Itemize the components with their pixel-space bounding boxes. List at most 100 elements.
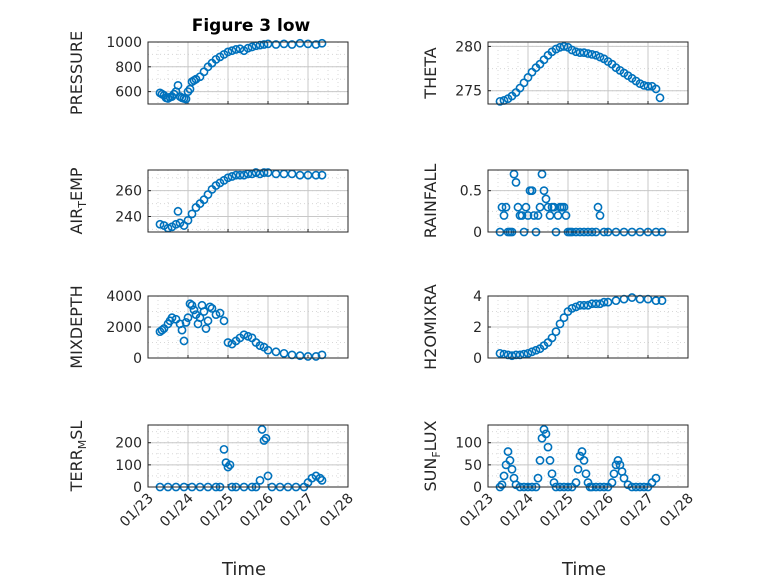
data-point (189, 305, 199, 315)
data-point (203, 316, 213, 326)
data-point (295, 351, 305, 361)
x-tick-label: 01/25 (537, 491, 577, 531)
axes-box (147, 424, 349, 488)
y-tick-label: 0 (133, 351, 142, 367)
data-point (263, 471, 273, 481)
data-point (655, 93, 665, 103)
y-axis-label: RAINFALL (421, 164, 440, 239)
data-point (533, 211, 543, 220)
subplot-sun-flux: 0 50 100 SUNFLUX 01/23 01/24 01/25 01/26 01/27 01… (421, 420, 697, 580)
data-point (287, 40, 297, 49)
data-point (651, 84, 661, 94)
data-point (527, 186, 537, 196)
y-tick-label: 0 (133, 480, 142, 496)
data-point (591, 299, 601, 309)
data-point (179, 336, 189, 346)
subplot-rainfall: 0 0.5 RAINFALL (421, 164, 689, 241)
data-point (223, 47, 233, 57)
data-point (167, 313, 177, 323)
data-point (317, 38, 327, 48)
data-point (219, 444, 229, 454)
y-tick-label: 0.5 (460, 184, 482, 200)
data-point (259, 436, 269, 445)
data-point (577, 447, 587, 456)
data-point (543, 202, 553, 212)
data-point (521, 202, 531, 212)
data-point (657, 296, 667, 306)
data-point (239, 170, 249, 180)
data-point (529, 211, 539, 220)
data-point (185, 299, 195, 309)
x-axis-label: Time (561, 559, 606, 580)
y-tick-label: 0 (473, 480, 482, 496)
y-tick-label: 2000 (106, 320, 142, 336)
data-point (607, 478, 617, 487)
data-point (187, 300, 197, 310)
data-point (497, 480, 507, 490)
data-point (263, 39, 273, 49)
data-point (171, 219, 181, 229)
data-point (639, 81, 649, 90)
axes-box (487, 424, 689, 488)
data-point (173, 81, 183, 90)
data-point (527, 347, 537, 357)
data-point (263, 168, 273, 177)
x-tick-label: 01/27 (277, 491, 317, 531)
data-point (643, 81, 653, 91)
axes-box (487, 295, 689, 359)
data-point (303, 39, 313, 49)
data-point (547, 333, 557, 343)
data-point (561, 211, 571, 220)
data-point (257, 425, 267, 434)
y-axis-label: TERRMSL (67, 421, 89, 493)
x-tick-label: 01/27 (617, 491, 657, 531)
y-tick-label: 240 (115, 210, 142, 226)
data-point (579, 456, 589, 465)
data-point (549, 478, 559, 487)
data-point (559, 313, 569, 323)
y-axis-label: MIXDEPTH (67, 285, 86, 368)
data-point (223, 462, 233, 472)
data-point (593, 202, 603, 212)
data-point (587, 50, 597, 59)
plot-area (148, 170, 348, 232)
x-axis-label: Time (221, 559, 266, 580)
figure-title: Figure 3 low (192, 16, 311, 36)
data-point (579, 300, 589, 310)
data-point (207, 303, 217, 313)
data-point (537, 169, 547, 179)
data-point (583, 300, 593, 310)
data-point (279, 348, 289, 358)
data-point (247, 42, 257, 52)
data-point (187, 209, 197, 219)
data-point (651, 473, 661, 483)
data-point (541, 194, 551, 204)
data-point (573, 464, 583, 474)
data-point (523, 348, 533, 358)
y-axis-label: PRESSURE (67, 31, 86, 115)
data-point (181, 317, 191, 327)
x-tick-label: 01/28 (657, 491, 697, 531)
axes-box (487, 41, 689, 105)
data-point (205, 302, 215, 312)
data-point (603, 297, 613, 307)
data-point (255, 341, 265, 350)
data-point (219, 316, 229, 326)
data-point (511, 177, 521, 187)
data-point (495, 96, 505, 106)
data-point (225, 460, 235, 470)
data-point (499, 471, 509, 481)
data-point (545, 456, 555, 465)
data-point (199, 307, 209, 316)
y-tick-label: 0 (473, 351, 482, 367)
axes-box (147, 169, 349, 233)
y-tick-label: 0 (473, 225, 482, 241)
x-tick-label: 01/25 (197, 491, 237, 531)
subplot-pressure: 600 800 1000 PRESSURE (67, 31, 349, 115)
data-point (227, 172, 237, 181)
data-point (613, 456, 623, 465)
y-tick-label: 600 (115, 85, 142, 101)
y-tick-label: 50 (464, 458, 482, 474)
data-point (271, 40, 281, 49)
y-tick-label: 4 (473, 289, 482, 305)
